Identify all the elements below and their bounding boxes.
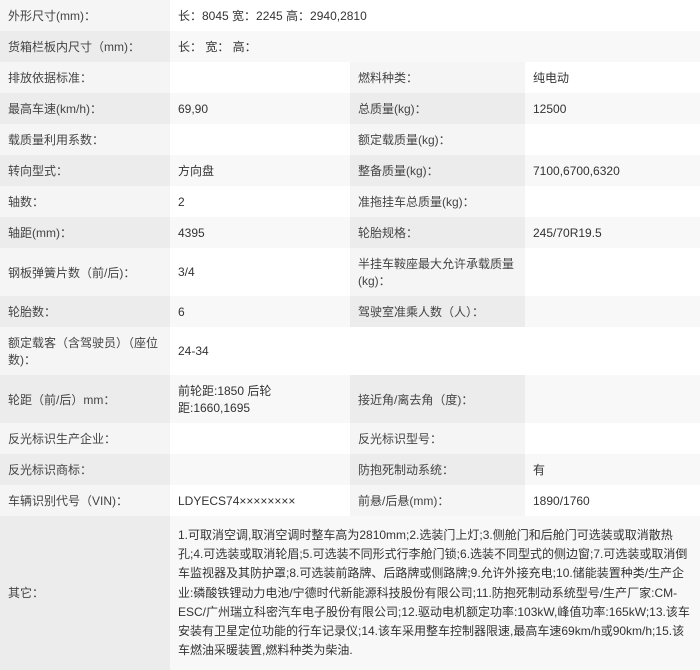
- spec-label: 驾驶室准乘人数（人）：: [350, 296, 525, 327]
- spec-row: 转向型式：方向盘整备质量(kg)：7100,6700,6320: [0, 155, 700, 186]
- spec-row: 额定载客（含驾驶员）（座位数)：24-34: [0, 327, 700, 375]
- spec-label: 额定载质量(kg)：: [350, 124, 525, 155]
- spec-value: [170, 124, 350, 155]
- spec-value: 长： 宽： 高：: [170, 31, 700, 62]
- spec-value: 4395: [170, 217, 350, 248]
- spec-value: 有: [525, 454, 700, 485]
- spec-value: 7100,6700,6320: [525, 155, 700, 186]
- spec-value: [525, 124, 700, 155]
- spec-row: 货箱栏板内尺寸（mm)：长： 宽： 高：: [0, 31, 700, 62]
- spec-label: 准拖挂车总质量(kg)：: [350, 186, 525, 217]
- spec-label: 钢板弹簧片数（前/后)：: [0, 248, 170, 296]
- spec-row: 载质量利用系数： 额定载质量(kg)：: [0, 124, 700, 155]
- spec-value: [170, 423, 350, 454]
- spec-label: 前悬/后悬(mm)：: [350, 485, 525, 516]
- spec-label: 转向型式：: [0, 155, 170, 186]
- notes-row: 其它：1.可取消空调,取消空调时整车高为2810mm;2.选装门上灯;3.侧舱门…: [0, 516, 700, 670]
- spec-value: [525, 375, 700, 423]
- spec-value: 12500: [525, 93, 700, 124]
- spec-value: [170, 62, 350, 93]
- spec-value: 2: [170, 186, 350, 217]
- spec-row: 车辆识别代号（VIN)：LDYECS74××××××××前悬/后悬(mm)：18…: [0, 485, 700, 516]
- spec-label: 总质量(kg)：: [350, 93, 525, 124]
- spec-row: 外形尺寸(mm)：长：8045 宽：2245 高：2940,2810: [0, 0, 700, 31]
- spec-label: 货箱栏板内尺寸（mm)：: [0, 31, 170, 62]
- spec-label: 轮距（前/后）mm：: [0, 375, 170, 423]
- spec-label: 轴数：: [0, 186, 170, 217]
- spec-label: 额定载客（含驾驶员）（座位数)：: [0, 327, 170, 375]
- spec-label: 外形尺寸(mm)：: [0, 0, 170, 31]
- spec-row: 反光标识生产企业： 反光标识型号：: [0, 423, 700, 454]
- spec-value: [525, 248, 700, 296]
- spec-label: 防抱死制动系统：: [350, 454, 525, 485]
- spec-row: 轴数：2准拖挂车总质量(kg)：: [0, 186, 700, 217]
- spec-value: [525, 423, 700, 454]
- spec-label: 最高车速(km/h)：: [0, 93, 170, 124]
- spec-value: 长：8045 宽：2245 高：2940,2810: [170, 0, 700, 31]
- spec-label: 载质量利用系数：: [0, 124, 170, 155]
- spec-label: 接近角/离去角（度)：: [350, 375, 525, 423]
- spec-row: 钢板弹簧片数（前/后)：3/4半挂车鞍座最大允许承载质量(kg)：: [0, 248, 700, 296]
- spec-value: [525, 296, 700, 327]
- spec-label: 反光标识商标：: [0, 454, 170, 485]
- spec-row: 轮胎数：6驾驶室准乘人数（人）：: [0, 296, 700, 327]
- spec-label: 反光标识生产企业：: [0, 423, 170, 454]
- spec-row: 轴距(mm)：4395轮胎规格：245/70R19.5: [0, 217, 700, 248]
- spec-value: 6: [170, 296, 350, 327]
- spec-label: 半挂车鞍座最大允许承载质量(kg)：: [350, 248, 525, 296]
- spec-value: 3/4: [170, 248, 350, 296]
- spec-value: 245/70R19.5: [525, 217, 700, 248]
- spec-value: 24-34: [170, 327, 700, 375]
- spec-table: 外形尺寸(mm)：长：8045 宽：2245 高：2940,2810货箱栏板内尺…: [0, 0, 700, 670]
- spec-label: 轮胎数：: [0, 296, 170, 327]
- spec-value: 69,90: [170, 93, 350, 124]
- spec-value: 纯电动: [525, 62, 700, 93]
- spec-row: 最高车速(km/h)：69,90总质量(kg)：12500: [0, 93, 700, 124]
- spec-value: 1890/1760: [525, 485, 700, 516]
- spec-label: 整备质量(kg)：: [350, 155, 525, 186]
- spec-label: 反光标识型号：: [350, 423, 525, 454]
- spec-label: 燃料种类：: [350, 62, 525, 93]
- notes-label: 其它：: [0, 516, 170, 670]
- spec-value: 方向盘: [170, 155, 350, 186]
- spec-value: [170, 454, 350, 485]
- spec-label: 轴距(mm)：: [0, 217, 170, 248]
- spec-row: 反光标识商标： 防抱死制动系统：有: [0, 454, 700, 485]
- notes-value: 1.可取消空调,取消空调时整车高为2810mm;2.选装门上灯;3.侧舱门和后舱…: [170, 516, 700, 670]
- spec-value: 前轮距:1850 后轮距:1660,1695: [170, 375, 350, 423]
- spec-value: LDYECS74××××××××: [170, 485, 350, 516]
- spec-row: 轮距（前/后）mm：前轮距:1850 后轮距:1660,1695接近角/离去角（…: [0, 375, 700, 423]
- spec-label: 排放依据标准：: [0, 62, 170, 93]
- spec-label: 轮胎规格：: [350, 217, 525, 248]
- spec-label: 车辆识别代号（VIN)：: [0, 485, 170, 516]
- spec-value: [525, 186, 700, 217]
- spec-row: 排放依据标准： 燃料种类：纯电动: [0, 62, 700, 93]
